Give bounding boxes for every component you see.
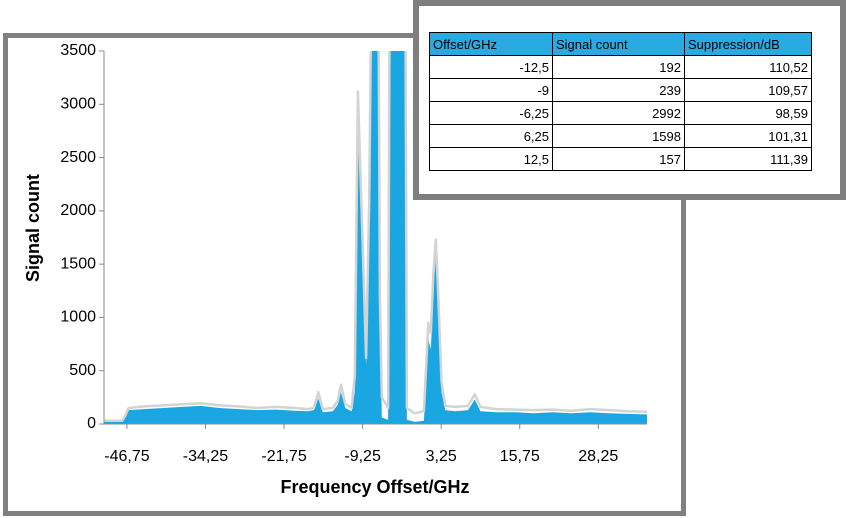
x-tick-label: 3,25 [426, 448, 457, 465]
table-cell: 98,59 [684, 101, 812, 125]
table-cell: -9 [429, 78, 553, 102]
x-tick-label: 28,25 [578, 448, 618, 465]
table: Offset/GHz Signal count Suppression/dB -12,… [429, 32, 812, 171]
table-header-cell: Offset/GHz [429, 32, 553, 56]
table-cell: 192 [552, 55, 685, 79]
y-axis-title: Signal count [23, 174, 43, 282]
table-cell: 2992 [552, 101, 685, 125]
table-header-cell: Suppression/dB [684, 32, 812, 56]
y-tick-label: 3500 [60, 42, 96, 59]
table-row: 12,5 157 111,39 [429, 147, 812, 171]
table-header-cell: Signal count [552, 32, 685, 56]
x-tick-label: -34,25 [183, 448, 228, 465]
line [104, 51, 647, 423]
y-tick-label: 2500 [60, 149, 96, 166]
table-row: -12,5 192 110,52 [429, 55, 812, 79]
plot-area [104, 51, 647, 424]
table-cell: 239 [552, 78, 685, 102]
table-row: 6,25 1598 101,31 [429, 124, 812, 148]
area [104, 51, 647, 424]
x-axis-title: Frequency Offset/GHz [280, 477, 469, 497]
x-tick-label: -21,75 [261, 448, 306, 465]
table-cell: 6,25 [429, 124, 553, 148]
y-tick-label: 2000 [60, 202, 96, 219]
table-row: -6,25 2992 98,59 [429, 101, 812, 125]
y-tick-label: 1500 [60, 255, 96, 272]
table-cell: -12,5 [429, 55, 553, 79]
y-tick-label: 3000 [60, 96, 96, 113]
y-tick-label: 500 [69, 362, 96, 379]
table-cell: 12,5 [429, 147, 553, 171]
table-cell: 1598 [552, 124, 685, 148]
x-tick-label: 15,75 [500, 448, 540, 465]
table-cell: -6,25 [429, 101, 553, 125]
table-panel: Offset/GHz Signal count Suppression/dB -12,… [413, 0, 846, 200]
table-cell: 157 [552, 147, 685, 171]
table-cell: 101,31 [684, 124, 812, 148]
table-cell: 109,57 [684, 78, 812, 102]
table-cell: 110,52 [684, 55, 812, 79]
x-tick-label: -46,75 [104, 448, 149, 465]
x-tick-label: -9,25 [344, 448, 381, 465]
y-tick-label: 1000 [60, 309, 96, 326]
table-row: -9 239 109,57 [429, 78, 812, 102]
y-tick-label: 0 [87, 415, 96, 432]
table-cell: 111,39 [684, 147, 812, 171]
